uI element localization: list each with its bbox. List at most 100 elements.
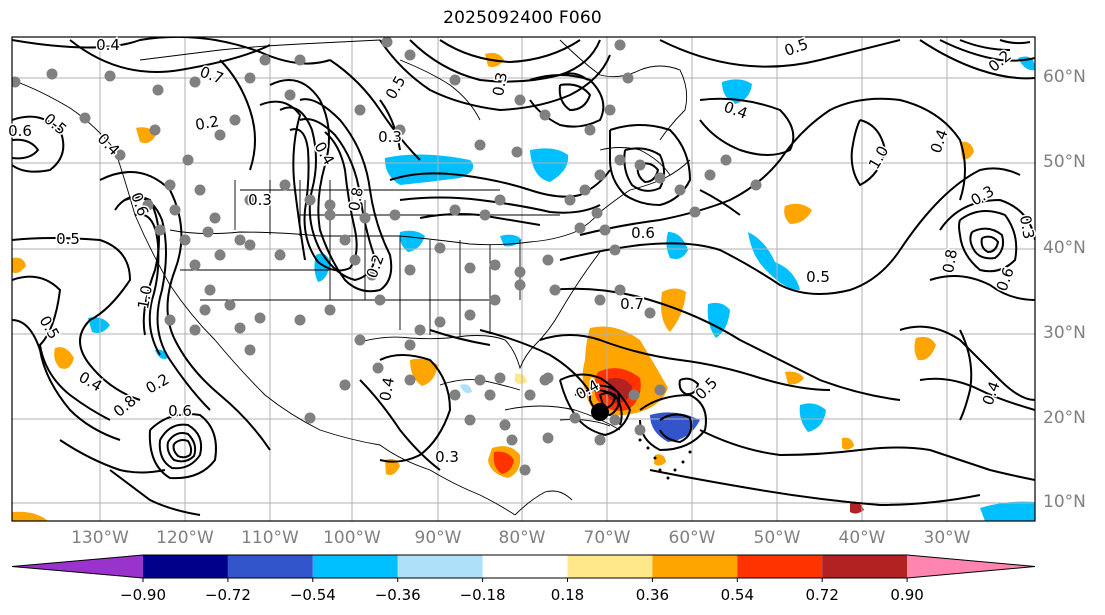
station-dot [12, 76, 21, 88]
station-dot [484, 389, 496, 401]
shade-patch [460, 384, 472, 394]
colorbar-tick-label: −0.18 [459, 586, 506, 604]
shade-patch [748, 232, 800, 290]
station-dot [244, 239, 256, 251]
station-dot [229, 114, 241, 126]
shade-patch [12, 511, 48, 521]
station-dot [169, 204, 181, 216]
contour-label: 0.3 [248, 191, 272, 209]
shade-patch [722, 79, 752, 104]
lon-label: 120°W [156, 528, 214, 548]
station-dot [591, 207, 603, 219]
station-dot [569, 412, 581, 424]
station-dot [674, 184, 686, 196]
station-dot [599, 224, 611, 236]
station-dot [149, 124, 161, 136]
lon-label: 110°W [241, 528, 299, 548]
station-dot [474, 139, 486, 151]
colorbar-tick-label: −0.90 [120, 586, 166, 604]
station-dot [628, 389, 640, 401]
colorbar-tick-label: −0.72 [204, 586, 251, 604]
colorbar-segment [227, 555, 313, 578]
station-dot [259, 54, 271, 66]
station-dot [574, 222, 586, 234]
lon-label: 90°W [414, 528, 462, 548]
station-dot [404, 49, 416, 61]
lon-label: 130°W [71, 528, 129, 548]
station-dot [404, 374, 416, 386]
shade-patch [530, 148, 569, 182]
colorbar-segment [652, 555, 738, 578]
colorbar-tick-label: 0.18 [550, 586, 585, 604]
colorbar [11, 554, 1036, 582]
shade-patch [54, 347, 74, 369]
station-dot [204, 284, 216, 296]
station-dot [511, 146, 523, 158]
contour-label: 1.0 [134, 284, 156, 311]
station-dot [294, 54, 306, 66]
station-dot [539, 374, 551, 386]
shade-patch [785, 371, 804, 385]
colorbar-segment [567, 555, 653, 578]
station-dot [372, 362, 384, 374]
station-dot [654, 384, 666, 396]
station-dot [514, 94, 526, 106]
colorbar-segment [312, 555, 398, 578]
contour-lines [12, 37, 1035, 516]
station-dot [294, 314, 306, 326]
contour-label: 0.7 [620, 295, 644, 313]
station-dot [189, 76, 201, 88]
colorbar-segment [397, 555, 483, 578]
station-dot [634, 424, 646, 436]
station-dot [414, 324, 426, 336]
colorbar-tick-label: 0.36 [635, 586, 670, 604]
station-dot [381, 37, 393, 48]
station-dot [179, 234, 191, 246]
station-dot [202, 226, 214, 238]
station-dot [164, 314, 176, 326]
station-dot [404, 339, 416, 351]
shade-patch [410, 358, 438, 386]
station-dot [689, 206, 701, 218]
station-dot [194, 184, 206, 196]
station-dot [324, 304, 336, 316]
shade-patch [605, 378, 632, 404]
shade-patch [385, 458, 400, 475]
station-dot [584, 124, 596, 136]
shade-patch [654, 454, 666, 466]
shade-patch [666, 232, 688, 259]
station-dot [244, 344, 256, 356]
lat-label: 20°N [1043, 408, 1086, 428]
station-dot [404, 264, 416, 276]
island-dots [591, 403, 692, 480]
colorbar-tick-label: 0.72 [805, 586, 839, 604]
station-dot [104, 70, 116, 82]
station-dot [339, 379, 351, 391]
lon-label: 80°W [498, 528, 546, 548]
station-dot [199, 304, 211, 316]
colorbar-tick-label: 0.54 [720, 586, 754, 604]
station-dot [604, 104, 616, 116]
shade-patch [980, 501, 1035, 521]
station-dot [464, 262, 476, 274]
station-dot [514, 266, 526, 278]
station-dot [720, 154, 732, 166]
station-dot [434, 242, 446, 254]
lon-label: 40°W [838, 528, 886, 548]
station-dot [244, 72, 256, 84]
station-dot [234, 234, 246, 246]
station-dot [234, 322, 246, 334]
lat-label: 60°N [1043, 67, 1086, 87]
station-dot [349, 254, 361, 266]
station-dot [114, 149, 126, 161]
station-dot [494, 372, 506, 384]
lon-label: 60°W [668, 528, 716, 548]
station-dot [494, 194, 506, 206]
colorbar-extend-min [12, 555, 143, 578]
contour-label: 0.8 [345, 186, 367, 213]
station-dot [394, 124, 406, 136]
station-dot [339, 234, 351, 246]
station-dot [542, 432, 554, 444]
station-dot [654, 172, 666, 184]
